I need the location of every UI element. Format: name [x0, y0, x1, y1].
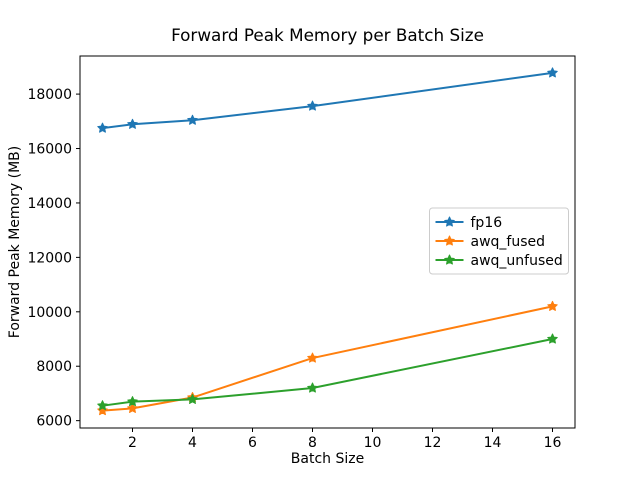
data-point-awq_fused-x8: [307, 352, 318, 363]
y-tick-label: 8000: [36, 359, 72, 375]
y-tick-label: 16000: [27, 142, 72, 158]
data-point-fp16-x8: [307, 100, 318, 111]
x-tick-label: 12: [424, 435, 442, 451]
y-tick-label: 12000: [27, 250, 72, 266]
y-tick-label: 14000: [27, 196, 72, 212]
x-axis-label: Batch Size: [291, 451, 364, 467]
data-point-fp16-x4: [187, 114, 198, 125]
plot-spines: [79, 55, 576, 429]
data-point-fp16-x1: [97, 122, 108, 133]
y-tick-label: 18000: [27, 87, 72, 103]
data-point-awq_unfused-x8: [307, 382, 318, 393]
x-tick-label: 14: [484, 435, 502, 451]
y-tick-label: 10000: [27, 305, 72, 321]
x-tick-label: 8: [308, 435, 317, 451]
series-lines: [97, 67, 558, 416]
legend-marker-fp16: [444, 216, 455, 227]
x-tick-label: 2: [128, 435, 137, 451]
legend: fp16 awq_fused awq_unfused: [429, 207, 569, 275]
data-point-awq_unfused-x16: [547, 333, 558, 344]
data-point-awq_fused-x2: [127, 402, 138, 413]
data-point-awq_fused-x16: [547, 300, 558, 311]
data-point-awq_unfused-x2: [127, 396, 138, 407]
axes: 2 4 6 8 10 12 14 16 6000 8000 10000 12000 14000 16000…: [27, 55, 576, 451]
data-point-awq_unfused-x4: [187, 393, 198, 404]
y-axis-label: Forward Peak Memory (MB): [7, 146, 23, 338]
data-point-awq_fused-x1: [97, 405, 108, 416]
data-point-fp16-x2: [127, 118, 138, 129]
legend-marker-awq_unfused: [444, 254, 455, 265]
x-tick-label: 6: [248, 435, 257, 451]
legend-label-fp16: fp16: [471, 215, 503, 231]
y-tick-label: 6000: [36, 414, 72, 430]
data-point-awq_unfused-x1: [97, 400, 108, 411]
data-point-fp16-x16: [547, 67, 558, 78]
legend-marker-awq_fused: [444, 235, 455, 246]
legend-label-awq_fused: awq_fused: [471, 234, 546, 250]
x-tick-label: 4: [188, 435, 197, 451]
x-tick-label: 16: [544, 435, 562, 451]
chart-title: Forward Peak Memory per Batch Size: [171, 25, 484, 45]
legend-label-awq_unfused: awq_unfused: [471, 253, 563, 269]
legend-box: [429, 207, 569, 275]
x-tick-label: 10: [364, 435, 382, 451]
